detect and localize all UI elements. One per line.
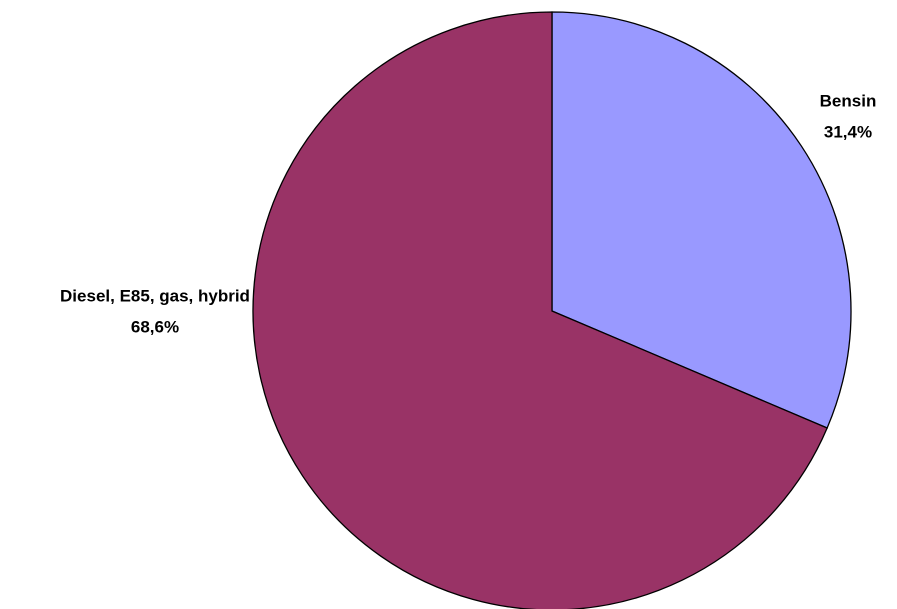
slice-label: Diesel, E85, gas, hybrid bbox=[60, 286, 250, 305]
slice-value-label: 68,6% bbox=[131, 317, 179, 336]
pie-slice bbox=[551, 11, 852, 429]
pie-slice bbox=[252, 11, 829, 609]
slice-value-label: 31,4% bbox=[824, 122, 872, 141]
slice-label: Bensin bbox=[820, 91, 877, 110]
